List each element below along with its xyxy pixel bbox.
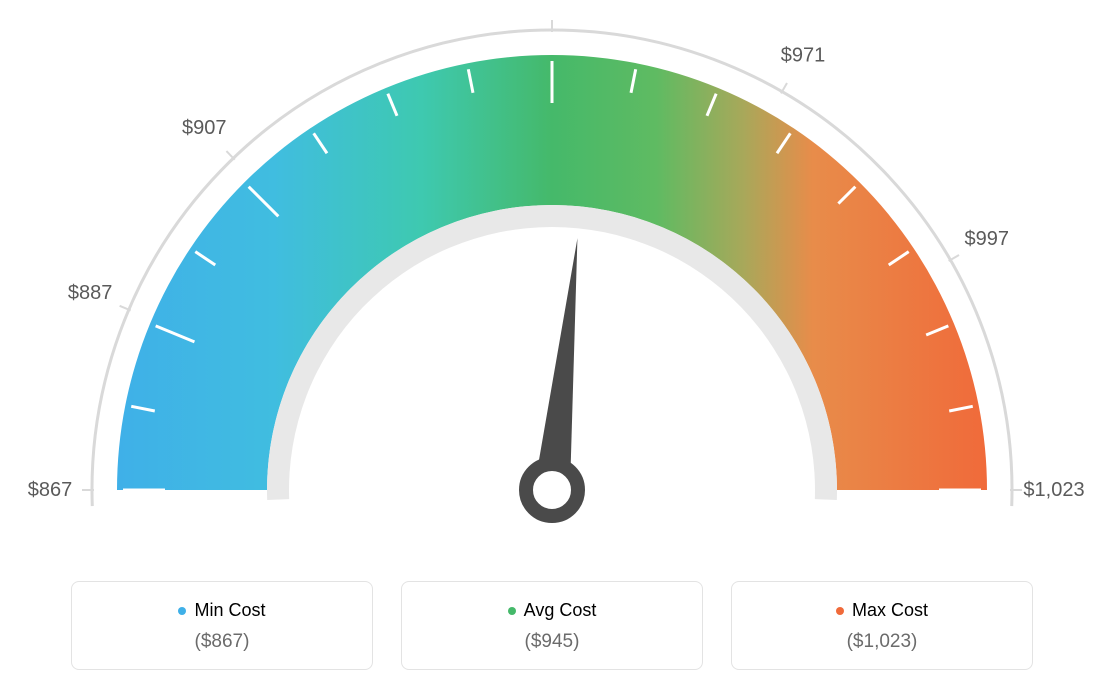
legend-card-min: Min Cost ($867) — [71, 581, 373, 670]
gauge-tick-label: $971 — [781, 44, 826, 66]
legend-dot-max — [836, 607, 844, 615]
legend-text-min: Min Cost — [194, 600, 265, 621]
legend-value-min: ($867) — [72, 631, 372, 653]
legend-label-max: Max Cost — [836, 600, 928, 621]
gauge-tick-label: $867 — [28, 479, 73, 501]
legend-row: Min Cost ($867) Avg Cost ($945) Max Cost… — [0, 581, 1104, 670]
legend-card-max: Max Cost ($1,023) — [731, 581, 1033, 670]
legend-dot-min — [178, 607, 186, 615]
legend-value-max: ($1,023) — [732, 631, 1032, 653]
cost-gauge-chart: $867$887$907$945$971$997$1,023 Min Cost … — [0, 0, 1104, 690]
legend-value-avg: ($945) — [402, 631, 702, 653]
gauge-svg: $867$887$907$945$971$997$1,023 — [0, 0, 1104, 560]
legend-label-min: Min Cost — [178, 600, 265, 621]
gauge-area: $867$887$907$945$971$997$1,023 — [0, 0, 1104, 560]
legend-dot-avg — [508, 607, 516, 615]
gauge-tick-label: $907 — [182, 117, 227, 139]
legend-text-max: Max Cost — [852, 600, 928, 621]
gauge-tick-label: $1,023 — [1023, 479, 1084, 501]
gauge-tick-label: $997 — [964, 228, 1009, 250]
legend-text-avg: Avg Cost — [524, 600, 597, 621]
gauge-tick-label: $887 — [68, 282, 113, 304]
legend-label-avg: Avg Cost — [508, 600, 597, 621]
legend-card-avg: Avg Cost ($945) — [401, 581, 703, 670]
